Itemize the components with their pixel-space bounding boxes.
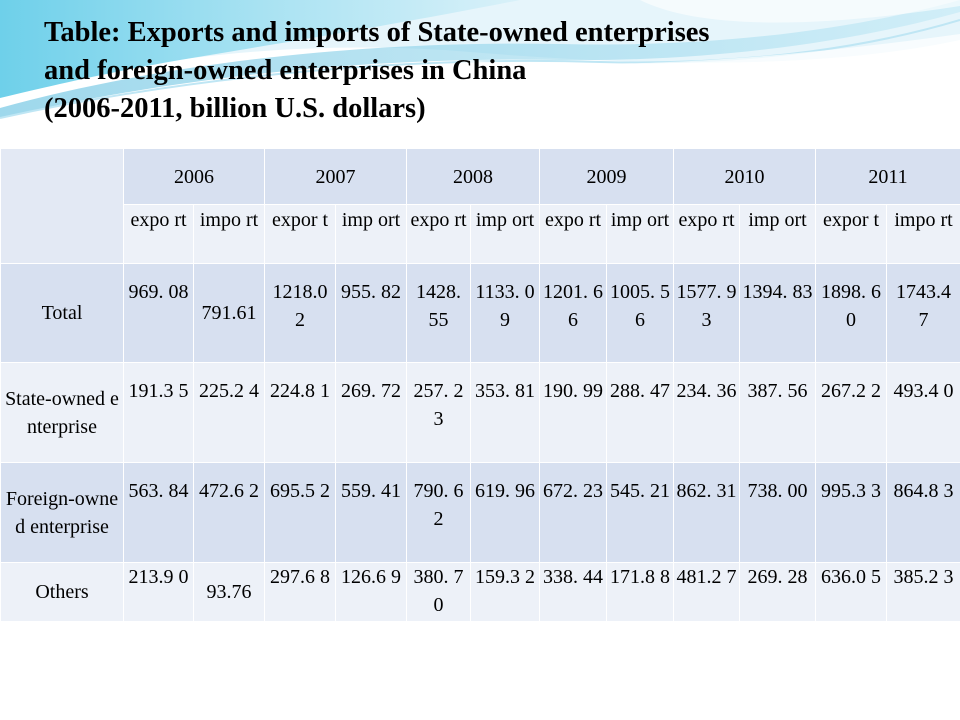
year-header: 2008 [406,148,540,205]
value-cell: 1428. 55 [406,263,471,363]
value-cell: 171.8 8 [606,562,674,622]
header-wave-decoration [0,0,960,119]
row-label: Others [0,562,124,622]
value-cell: 267.2 2 [815,362,887,463]
table-row-state-owned: State-owned enterprise 191.3 5 225.2 4 2… [0,362,960,463]
value-cell: 190. 99 [539,362,607,463]
value-cell: 695.5 2 [264,462,336,563]
row-label: Foreign-owned enterprise [0,462,124,563]
value-cell: 545. 21 [606,462,674,563]
export-header: expo rt [123,204,194,264]
year-header: 2006 [123,148,265,205]
year-header-row: 2006 2007 2008 2009 2010 2011 [0,148,960,264]
value-cell: 159.3 2 [470,562,540,622]
value-cell: 1005. 56 [606,263,674,363]
value-cell: 995.3 3 [815,462,887,563]
value-cell: 481.2 7 [673,562,740,622]
export-header: expor t [264,204,336,264]
value-cell: 353. 81 [470,362,540,463]
value-cell: 257. 23 [406,362,471,463]
value-cell: 1898. 60 [815,263,887,363]
value-cell: 672. 23 [539,462,607,563]
row-label: State-owned enterprise [0,362,124,463]
value-cell: 955. 82 [335,263,407,363]
value-cell: 472.6 2 [193,462,265,563]
value-cell: 288. 47 [606,362,674,463]
title-line-1: Table: Exports and imports of State-owne… [44,17,710,48]
import-header: imp ort [335,204,407,264]
value-cell: 862. 31 [673,462,740,563]
value-cell: 563. 84 [123,462,194,563]
title-line-3: (2006-2011, billion U.S. dollars) [44,93,426,124]
value-cell: 493.4 0 [885,362,960,463]
value-cell: 969. 08 [123,263,194,363]
value-cell: 1394. 83 [739,263,816,363]
export-header: expor t [815,204,887,264]
corner-cell [0,148,124,264]
year-header: 2009 [539,148,674,205]
value-cell: 864.8 3 [885,462,960,563]
export-header: expo rt [406,204,471,264]
value-cell: 790. 62 [406,462,471,563]
value-cell: 1133. 09 [470,263,540,363]
value-cell: 297.6 8 [264,562,336,622]
value-cell: 791.61 [193,263,265,363]
value-cell: 385.2 3 [885,562,960,622]
subheader-row: expo rt impo rt expor t imp ort expo rt … [1,204,960,264]
value-cell: 559. 41 [335,462,407,563]
value-cell: 225.2 4 [193,362,265,463]
row-label: Total [0,263,124,363]
value-cell: 269. 28 [739,562,816,622]
value-cell: 126.6 9 [335,562,407,622]
title-line-2: and foreign-owned enterprises in China [44,55,527,86]
trade-table: 2006 2007 2008 2009 2010 2011 expo rt im… [0,148,960,622]
year-header: 2010 [673,148,816,205]
value-cell: 738. 00 [739,462,816,563]
year-header: 2007 [264,148,407,205]
value-cell: 93.76 [193,562,265,622]
value-cell: 1577. 93 [673,263,740,363]
value-cell: 1218.0 2 [264,263,336,363]
value-cell: 380. 70 [406,562,471,622]
value-cell: 269. 72 [335,362,407,463]
export-header: expo rt [673,204,740,264]
import-header: imp ort [606,204,674,264]
value-cell: 636.0 5 [815,562,887,622]
value-cell: 619. 96 [470,462,540,563]
value-cell: 1201. 66 [539,263,607,363]
value-cell: 338. 44 [539,562,607,622]
export-header: expo rt [539,204,607,264]
table-row-foreign-owned: Foreign-owned enterprise 563. 84 472.6 2… [0,462,960,563]
value-cell: 1743.4 7 [885,263,960,363]
year-header: 2011 [814,148,960,205]
value-cell: 213.9 0 [123,562,194,622]
table-row-total: Total 969. 08 791.61 1218.0 2 955. 82 14… [0,263,960,363]
value-cell: 191.3 5 [123,362,194,463]
slide-title: Table: Exports and imports of State-owne… [44,14,710,128]
import-header: imp ort [470,204,540,264]
import-header: impo rt [885,204,960,264]
value-cell: 387. 56 [739,362,816,463]
import-header: imp ort [739,204,816,264]
value-cell: 234. 36 [673,362,740,463]
value-cell: 224.8 1 [264,362,336,463]
table-row-others: Others 213.9 0 93.76 297.6 8 126.6 9 380… [0,562,960,622]
import-header: impo rt [193,204,265,264]
